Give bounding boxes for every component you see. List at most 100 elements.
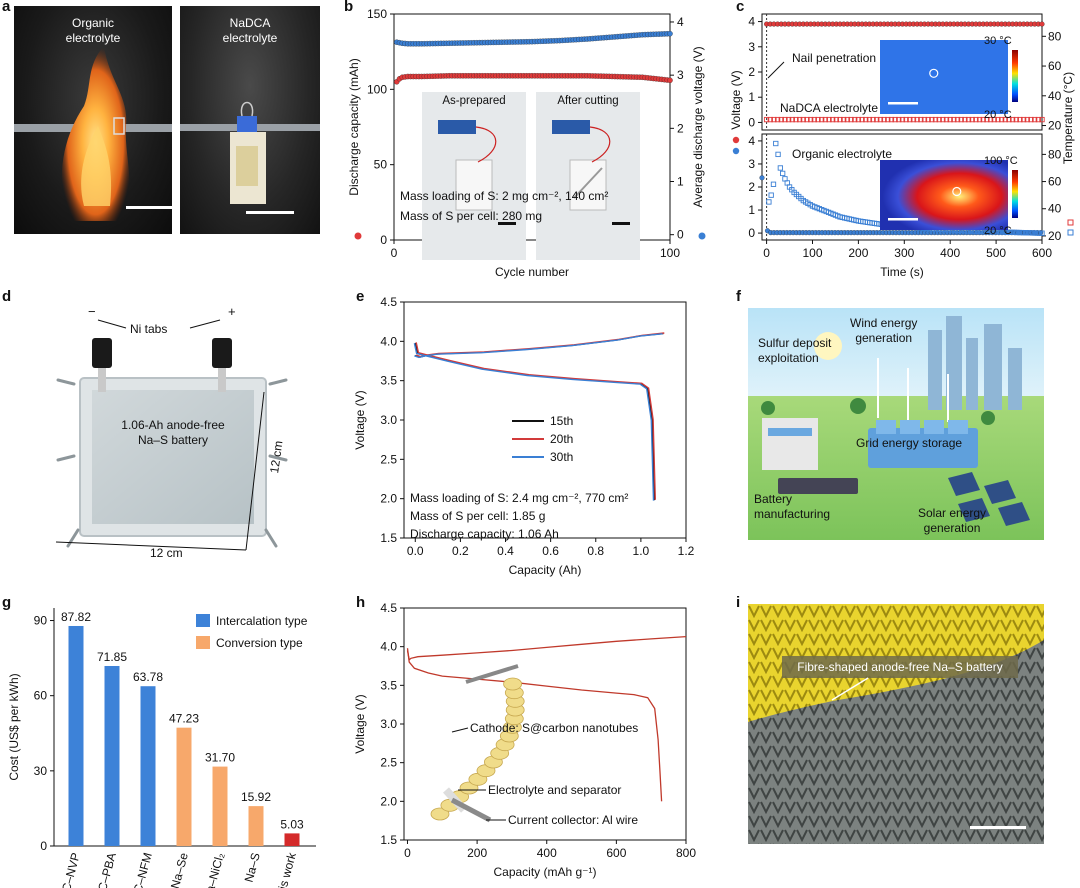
panel-h-label: h <box>356 594 366 611</box>
bar-Na–S <box>248 806 264 846</box>
minus-terminal: − <box>88 304 96 319</box>
voltage-point <box>667 30 673 37</box>
y-tick-label: 1 <box>748 203 755 217</box>
y-tick-label: 3.5 <box>380 678 397 692</box>
electrolyte-label: Electrolyte and separator <box>488 783 621 797</box>
y2-tick-label: 1 <box>677 175 684 189</box>
temperature-point <box>778 116 784 123</box>
annotation-line: Mass of S per cell: 1.85 g <box>410 509 545 523</box>
temperature-point <box>954 116 961 123</box>
temperature-point <box>1006 116 1012 123</box>
temperature-point <box>899 116 906 123</box>
temperature-point <box>892 116 898 123</box>
energy-landscape-image <box>761 316 1030 526</box>
discharge-curve-30th <box>413 343 655 501</box>
inset-photo: After cutting <box>536 92 640 260</box>
y-tick-label: 150 <box>367 7 387 21</box>
y-tick-label: 4.5 <box>380 295 397 309</box>
temperature-point <box>775 151 781 158</box>
y-tick-label: 0 <box>40 839 47 853</box>
y-tick-label: 30 <box>34 764 48 778</box>
voltage-point <box>1039 21 1045 27</box>
battery-manufacturing-label: Battery manufacturing <box>754 492 831 521</box>
temperature-point <box>767 116 773 123</box>
y-tick-label: 2.0 <box>380 492 397 506</box>
y-tick-label: 0 <box>748 115 755 129</box>
panel-a-label: a <box>2 0 11 15</box>
inset-label: After cutting <box>557 95 618 107</box>
bar-HC–NVP <box>68 625 84 846</box>
temperature-point <box>951 116 957 123</box>
temperature-point <box>819 116 825 123</box>
temperature-point <box>881 116 887 123</box>
y2-tick-label: 80 <box>1048 29 1062 43</box>
temperature-point <box>1017 116 1023 123</box>
y2-tick-label: 60 <box>1048 59 1062 73</box>
bar-value-label: 47.23 <box>169 712 199 726</box>
y-axis-label: Voltage (V) <box>353 390 367 449</box>
battery-label-line2: Na–S battery <box>137 433 209 447</box>
panel-i-photo: Fibre-shaped anode-free Na–S battery <box>748 604 1044 844</box>
temperature-point <box>888 116 895 123</box>
x-tick-label: 100 <box>660 246 680 260</box>
thermal-image-top <box>880 40 1008 114</box>
fibre-end <box>465 664 519 684</box>
temperature-point <box>826 116 832 123</box>
x-tick-label: 1.0 <box>633 544 650 558</box>
temperature-point <box>773 140 779 147</box>
temperature-point <box>777 165 784 171</box>
panel-e-label: e <box>356 288 365 305</box>
temperature-point <box>770 181 777 187</box>
cut-line <box>573 167 603 199</box>
y-axis-label: Discharge capacity (mAh) <box>347 58 361 195</box>
y2-tick-label: 2 <box>677 121 684 135</box>
y2-marker-red <box>1067 219 1074 226</box>
x-tick-label: 100 <box>802 246 822 260</box>
y-tick-label: 60 <box>34 689 48 703</box>
pouch-cell <box>569 159 607 211</box>
temperature-point <box>918 116 924 123</box>
colorbar-max-label: 30 °C <box>984 35 1012 47</box>
fibre-battery-label: Fibre-shaped anode-free Na–S battery <box>797 660 1003 674</box>
charge-curve <box>406 635 687 662</box>
y-tick-label: 3.5 <box>380 374 397 388</box>
temperature-point <box>796 116 803 123</box>
capacity-point <box>667 77 673 84</box>
y-tick-label: 2.5 <box>380 452 397 466</box>
temperature-point <box>789 116 795 123</box>
x-tick-label: 600 <box>606 846 626 860</box>
ni-tabs-label: Ni tabs <box>130 322 168 336</box>
leader-line <box>451 727 469 733</box>
nail-penetration-label: Nail penetration <box>792 51 876 65</box>
y-tick-label: 2.5 <box>380 756 397 770</box>
red-wire <box>589 126 611 163</box>
scale-bar <box>126 206 172 209</box>
temperature-point <box>903 116 909 123</box>
y-tick-label: 1.5 <box>380 531 397 545</box>
temperature-point <box>1009 116 1016 123</box>
y2-axis-label: Temperature (°C) <box>1061 72 1075 164</box>
scale-bar <box>888 102 918 105</box>
solar-energy-label: Solar energy generation <box>918 506 987 535</box>
chart-g: 0 30 60 90 Cost (US$ per kWh) 87.82 HC–NVP 71.8… <box>7 608 316 888</box>
panel-g-label: g <box>2 594 12 611</box>
y-tick-label: 4 <box>748 134 755 148</box>
annotation-mass-loading: Mass loading of S: 2 mg cm⁻², 140 cm² <box>400 189 608 203</box>
x-tick-label: 0 <box>763 246 770 260</box>
legend-label: 15th <box>550 414 573 428</box>
y2-tick-label: 3 <box>677 68 684 82</box>
panel-b-label: b <box>344 0 354 15</box>
x-tick-label: 600 <box>1032 246 1052 260</box>
temperature-point <box>921 116 928 123</box>
temperature-point <box>914 116 920 123</box>
temperature-point <box>1002 116 1008 123</box>
x-axis-label: Capacity (Ah) <box>509 563 582 577</box>
temperature-point <box>844 116 851 123</box>
panel-a-photo-organic: Organic electrolyte <box>14 6 172 234</box>
temperature-point <box>965 116 972 123</box>
annotation-line: Discharge capacity: 1.06 Ah <box>410 527 559 541</box>
temperature-point <box>925 116 931 123</box>
y2-tick-label: 4 <box>677 15 684 29</box>
temperature-point <box>973 116 979 123</box>
x-category-label: Na–S <box>242 851 263 884</box>
